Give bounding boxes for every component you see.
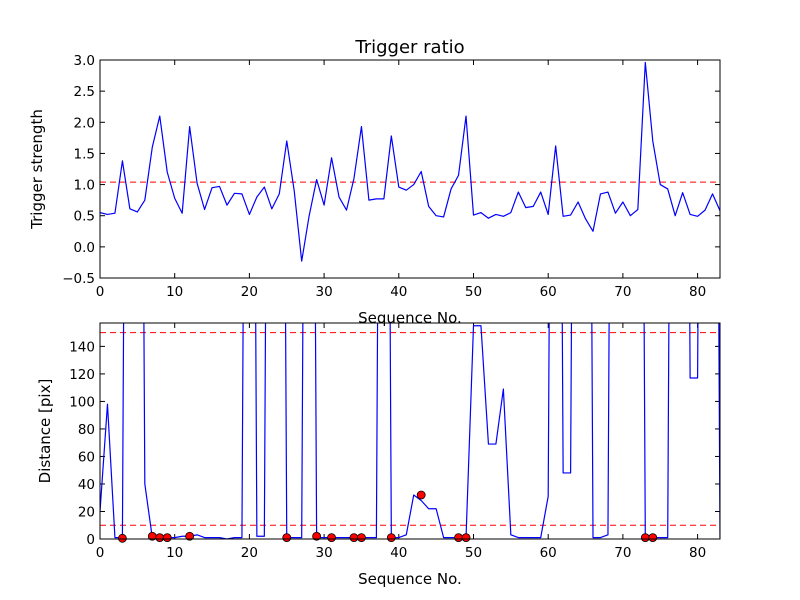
top-x-tick-label: 10 <box>166 284 183 300</box>
bottom-x-axis-label: Sequence No. <box>358 570 462 588</box>
bottom-x-tick-label: 20 <box>241 545 258 561</box>
top-y-tick-label: −0.5 <box>62 271 95 287</box>
trigger-marker <box>349 533 359 543</box>
top-y-tick-label: 3.0 <box>74 53 95 69</box>
trigger-marker <box>162 533 172 543</box>
bottom-y-tick-label: 80 <box>78 422 95 438</box>
trigger-marker <box>454 533 463 543</box>
top-x-tick-label: 80 <box>689 284 706 300</box>
bottom-ticks: 0 10 20 30 40 50 60 70 80 0 20 40 60 80 100 120 140 <box>69 323 720 561</box>
top-x-tick-label: 0 <box>96 284 105 300</box>
trigger-marker <box>327 533 336 543</box>
top-x-tick-label: 40 <box>390 284 407 300</box>
bottom-y-axis-label: Distance [pix] <box>36 379 54 484</box>
top-y-tick-label: 2.0 <box>74 115 95 131</box>
bottom-x-tick-label: 30 <box>316 545 333 561</box>
top-y-axis-label: Trigger strength <box>28 109 46 230</box>
bottom-x-tick-label: 0 <box>96 545 105 561</box>
bottom-x-tick-label: 50 <box>465 545 482 561</box>
top-series-line <box>100 61 720 262</box>
trigger-marker <box>357 533 366 543</box>
bottom-x-tick-label: 10 <box>166 545 183 561</box>
bottom-x-tick-label: 40 <box>390 545 407 561</box>
top-ticks: 0 10 20 30 40 50 60 70 80 −0.5 0.0 0.5 1.0 1.5 2.0 2.5 3… <box>62 53 720 300</box>
top-x-tick-label: 30 <box>316 284 333 300</box>
trigger-marker <box>640 533 650 543</box>
top-x-tick-label: 60 <box>540 284 557 300</box>
bottom-axes-frame <box>99 322 721 540</box>
bottom-x-tick-label: 80 <box>689 545 706 561</box>
bottom-y-tick-label: 20 <box>78 504 95 520</box>
trigger-marker <box>118 533 127 543</box>
bottom-y-tick-label: 100 <box>69 394 95 410</box>
top-y-tick-label: 2.5 <box>74 84 95 100</box>
trigger-ratio-panel: Trigger ratio 0 10 20 30 40 50 60 70 80 −0.5 0.0 0.… <box>28 37 721 327</box>
bottom-plot-area <box>100 323 720 539</box>
bottom-x-tick-label: 60 <box>540 545 557 561</box>
trigger-marker <box>416 490 426 500</box>
top-y-tick-label: 0.0 <box>74 240 95 256</box>
trigger-marker <box>185 531 195 541</box>
bottom-markers <box>118 490 658 543</box>
bottom-y-tick-label: 40 <box>78 477 95 493</box>
top-plot-area <box>100 61 720 262</box>
top-x-tick-label: 20 <box>241 284 258 300</box>
trigger-marker <box>648 533 658 543</box>
trigger-marker <box>282 533 292 543</box>
top-axes-frame <box>99 59 721 279</box>
bottom-y-tick-label: 120 <box>69 367 95 383</box>
chart-title: Trigger ratio <box>354 37 464 58</box>
top-y-tick-label: 1.5 <box>74 146 95 162</box>
bottom-series-line <box>100 323 720 539</box>
top-x-tick-label: 50 <box>465 284 482 300</box>
top-y-tick-label: 1.0 <box>74 178 95 194</box>
bottom-y-tick-label: 0 <box>86 532 95 548</box>
trigger-marker <box>461 533 471 543</box>
top-x-tick-label: 70 <box>614 284 631 300</box>
bottom-y-tick-label: 60 <box>78 449 95 465</box>
distance-panel: 0 10 20 30 40 50 60 70 80 0 20 40 60 80 100 120 140 Sequ… <box>36 322 721 588</box>
trigger-marker <box>155 533 165 543</box>
bottom-x-tick-label: 70 <box>614 545 631 561</box>
trigger-marker <box>386 533 396 543</box>
trigger-marker <box>312 531 322 541</box>
top-x-axis-label: Sequence No. <box>358 309 462 327</box>
top-y-tick-label: 0.5 <box>74 209 95 225</box>
bottom-y-tick-label: 140 <box>69 339 95 355</box>
